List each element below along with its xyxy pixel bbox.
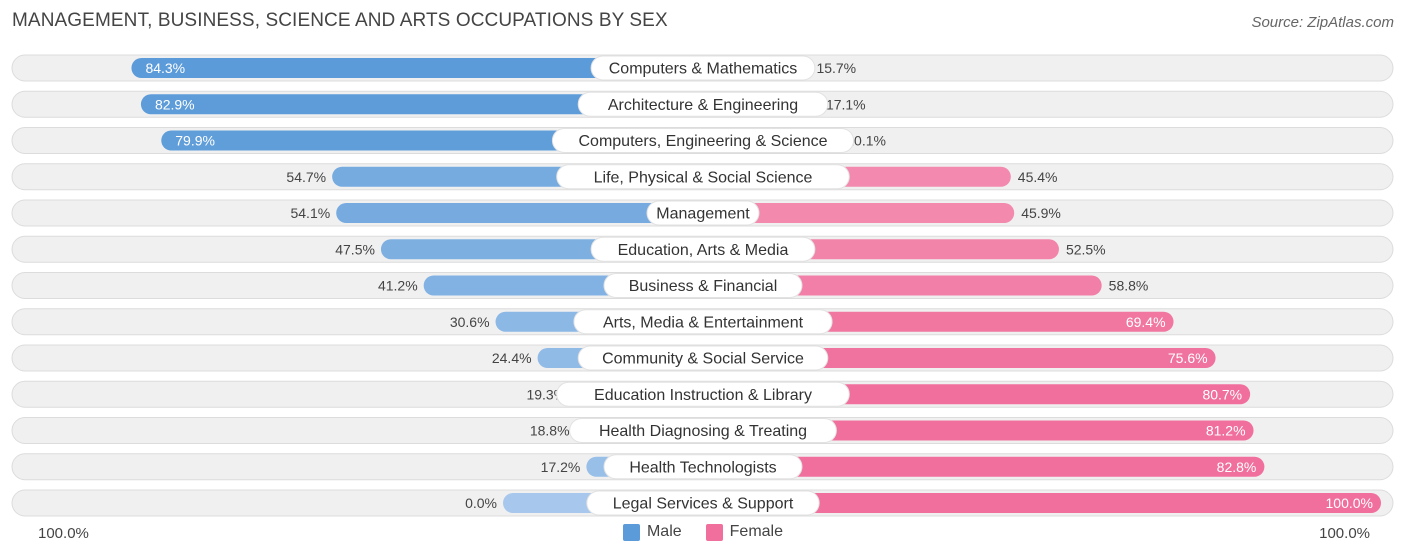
value-label-female: 75.6%: [1168, 350, 1208, 366]
value-label-female: 81.2%: [1206, 423, 1246, 439]
value-label-female: 52.5%: [1066, 241, 1106, 257]
value-label-female: 45.9%: [1021, 205, 1061, 221]
legend-swatch-male: [622, 523, 640, 541]
chart-svg: 84.3% 15.7% Computers & Mathematics 82.9% 17…: [11, 54, 1394, 517]
value-label-male: 19.3%: [526, 386, 566, 402]
value-label-male: 79.9%: [175, 133, 215, 149]
category-label: Management: [656, 206, 750, 223]
value-label-male: 82.9%: [155, 96, 195, 112]
category-pill: [556, 381, 850, 407]
value-label-female: 80.7%: [1202, 386, 1242, 402]
category-pill: [603, 454, 803, 480]
category-label: Education, Arts & Media: [618, 242, 789, 259]
source-note: Source: ZipAtlas.com: [1251, 14, 1394, 31]
legend-swatch-female: [705, 523, 723, 541]
value-label-male: 84.3%: [145, 60, 185, 76]
value-label-female: 58.8%: [1109, 278, 1149, 294]
category-label: Community & Social Service: [602, 351, 804, 368]
category-label: Legal Services & Support: [613, 496, 794, 513]
category-pill: [590, 55, 816, 81]
value-label-male: 54.1%: [290, 205, 330, 221]
bar-female: [703, 203, 1015, 223]
category-pill: [586, 490, 820, 516]
category-pill: [577, 91, 829, 117]
value-label-female: 17.1%: [826, 96, 866, 112]
bar-male: [131, 58, 704, 78]
value-label-male: 17.2%: [541, 459, 581, 475]
category-label: Business & Financial: [629, 278, 778, 295]
legend-label-male: Male: [646, 523, 682, 540]
category-pill: [569, 418, 837, 443]
legend-item-male: Male: [622, 523, 682, 541]
chart-title: MANAGEMENT, BUSINESS, SCIENCE AND ARTS O…: [12, 10, 668, 31]
value-label-female: 82.8%: [1217, 459, 1257, 475]
bar-female: [703, 420, 1254, 441]
value-label-female: 20.1%: [846, 133, 886, 149]
category-label: Architecture & Engineering: [608, 97, 798, 114]
value-label-male: 0.0%: [465, 495, 497, 511]
value-label-female: 15.7%: [816, 60, 856, 76]
category-label: Computers & Mathematics: [609, 61, 798, 78]
category-pill: [577, 345, 829, 371]
bar-female: [703, 348, 1216, 368]
category-label: Life, Physical & Social Science: [594, 169, 813, 186]
category-pill: [603, 273, 803, 298]
bar-female: [703, 456, 1265, 477]
axis-left-label: 100.0%: [38, 525, 89, 542]
axis-right-label: 100.0%: [1319, 525, 1370, 542]
category-label: Health Diagnosing & Treating: [599, 423, 807, 440]
value-label-male: 30.6%: [450, 314, 490, 330]
category-pill: [573, 309, 833, 335]
value-label-male: 24.4%: [492, 350, 532, 366]
value-label-female: 69.4%: [1126, 314, 1166, 330]
bar-male: [336, 203, 703, 223]
category-label: Arts, Media & Entertainment: [603, 314, 804, 331]
bar-female: [703, 275, 1102, 296]
value-label-male: 47.5%: [335, 241, 375, 257]
category-pill: [551, 128, 855, 153]
value-label-male: 18.8%: [530, 423, 570, 439]
bar-male: [140, 94, 704, 115]
legend: Male Female: [0, 523, 1406, 541]
category-label: Health Technologists: [629, 459, 776, 476]
category-label: Education Instruction & Library: [594, 387, 812, 404]
category-pill: [556, 164, 850, 190]
category-pill: [646, 200, 760, 226]
value-label-male: 41.2%: [378, 278, 418, 294]
legend-label-female: Female: [729, 523, 784, 540]
category-label: Computers, Engineering & Science: [578, 133, 827, 150]
legend-item-female: Female: [705, 523, 784, 541]
value-label-female: 100.0%: [1326, 495, 1373, 511]
category-pill: [590, 236, 816, 262]
value-label-male: 54.7%: [286, 169, 326, 185]
value-label-female: 45.4%: [1018, 169, 1058, 185]
bar-female: [703, 493, 1381, 513]
